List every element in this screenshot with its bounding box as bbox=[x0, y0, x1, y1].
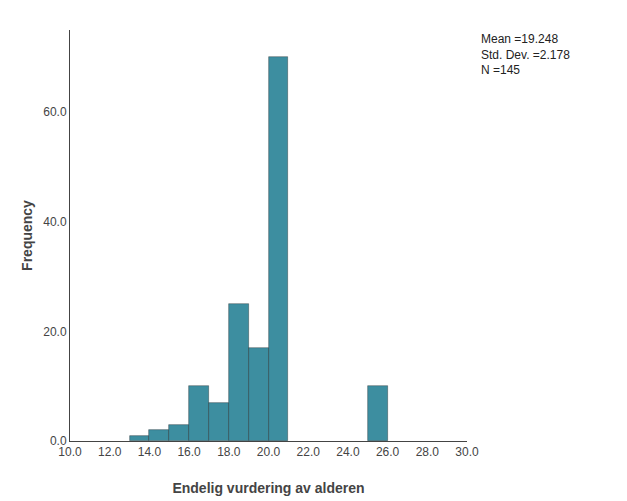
svg-text:26.0: 26.0 bbox=[376, 445, 400, 459]
svg-text:40.0: 40.0 bbox=[43, 215, 67, 229]
svg-text:20.0: 20.0 bbox=[43, 325, 67, 339]
svg-text:12.0: 12.0 bbox=[98, 445, 122, 459]
svg-text:Endelig vurdering av alderen: Endelig vurdering av alderen bbox=[172, 480, 364, 496]
svg-text:20.0: 20.0 bbox=[257, 445, 281, 459]
svg-text:14.0: 14.0 bbox=[138, 445, 162, 459]
svg-text:24.0: 24.0 bbox=[336, 445, 360, 459]
svg-text:60.0: 60.0 bbox=[43, 105, 67, 119]
svg-text:0.0: 0.0 bbox=[50, 434, 67, 448]
svg-text:30.0: 30.0 bbox=[455, 445, 479, 459]
svg-text:Frequency: Frequency bbox=[19, 200, 35, 271]
svg-text:16.0: 16.0 bbox=[177, 445, 201, 459]
svg-text:28.0: 28.0 bbox=[416, 445, 440, 459]
svg-text:18.0: 18.0 bbox=[217, 445, 241, 459]
svg-text:22.0: 22.0 bbox=[297, 445, 321, 459]
svg-text:Mean =19.248Std. Dev. =2.178N: Mean =19.248Std. Dev. =2.178N =145 bbox=[481, 32, 570, 77]
svg-text:10.0: 10.0 bbox=[58, 445, 82, 459]
